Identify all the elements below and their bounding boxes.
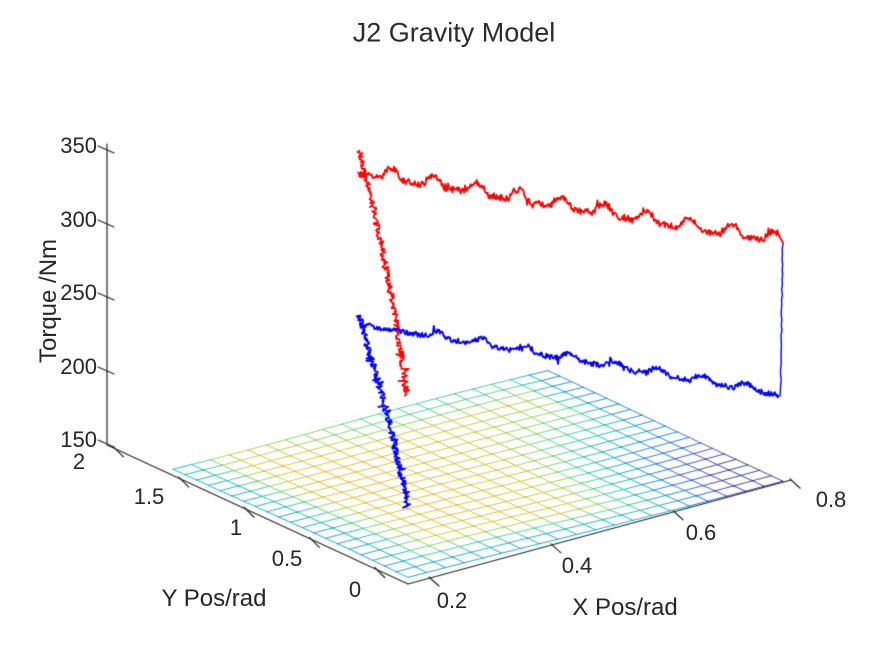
- y-tick-0: 0: [348, 577, 362, 602]
- x-tick-0-8: 0.8: [815, 487, 847, 512]
- x-tick-0-6: 0.6: [685, 520, 717, 545]
- x-axis-label: X Pos/rad: [572, 594, 678, 621]
- y-axis-label: Y Pos/rad: [161, 585, 267, 612]
- y-tick-1-5: 1.5: [133, 484, 165, 509]
- chart-title: J2 Gravity Model: [352, 17, 556, 48]
- z-tick-200: 200: [60, 354, 97, 379]
- z-tick-150: 150: [60, 427, 97, 452]
- z-tick-350: 350: [60, 133, 97, 158]
- z-tick-250: 250: [60, 280, 97, 305]
- x-tick-0-2: 0.2: [436, 588, 468, 613]
- z-axis-label: Torque /Nm: [35, 238, 62, 364]
- y-tick-0-5: 0.5: [271, 546, 303, 571]
- y-tick-1: 1: [229, 515, 243, 540]
- x-tick-0-4: 0.4: [561, 553, 593, 578]
- y-tick-2: 2: [72, 449, 86, 474]
- z-tick-300: 300: [60, 207, 97, 232]
